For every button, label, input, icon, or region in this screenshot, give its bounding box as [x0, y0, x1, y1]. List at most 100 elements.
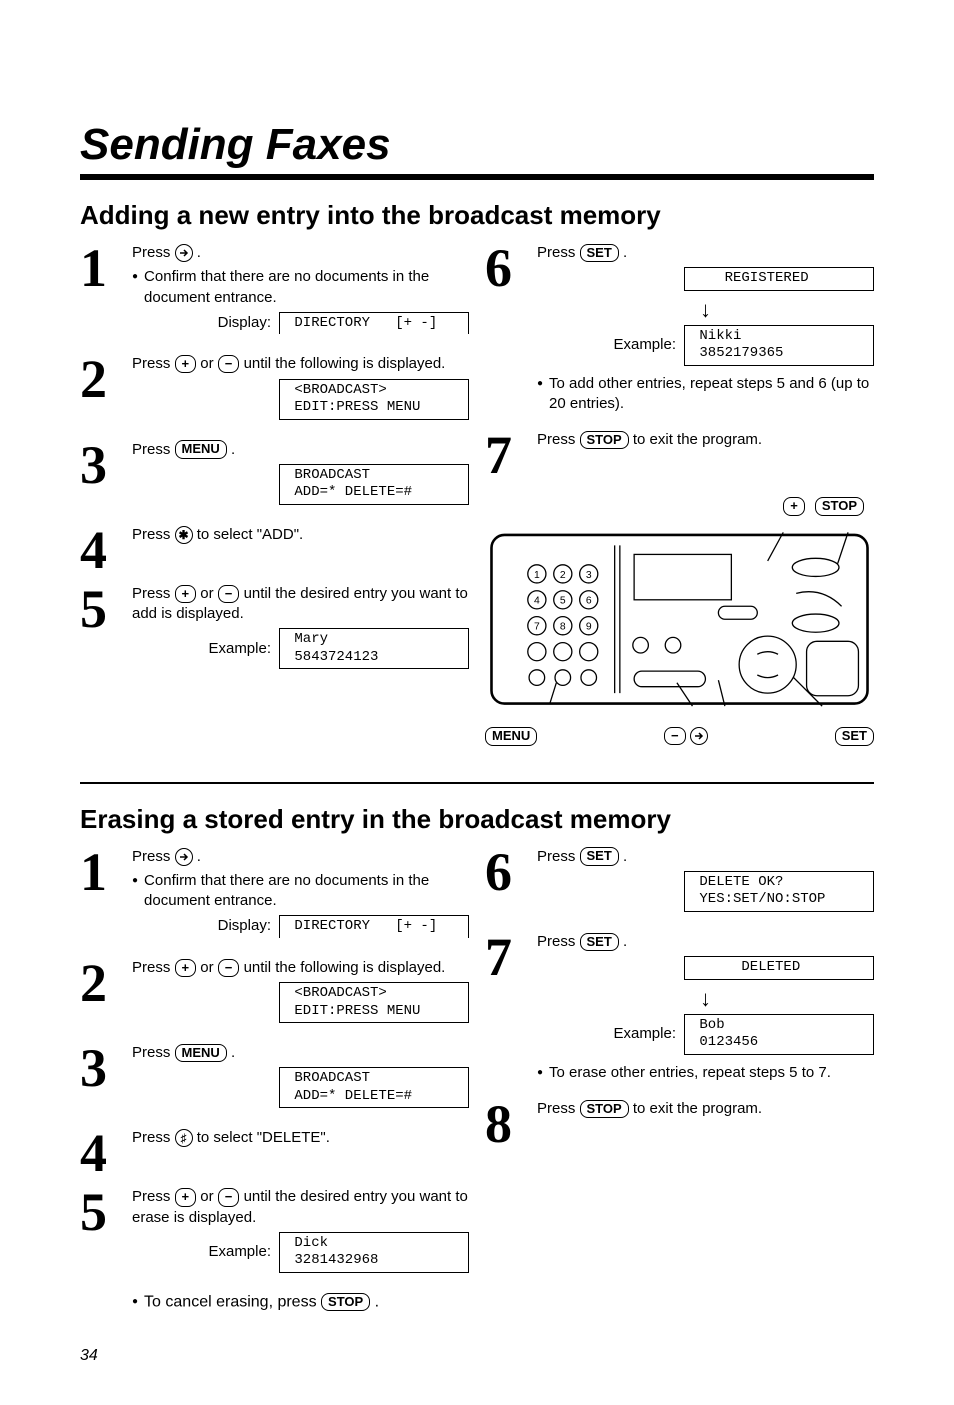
text: Press — [132, 355, 175, 372]
lcd-display: BROADCAST ADD=* DELETE=# — [279, 1067, 469, 1108]
text: or — [200, 1188, 218, 1205]
text: or — [200, 585, 218, 602]
section1-left: 1 Press . Confirm that there are no docu… — [80, 243, 469, 746]
set-key: SET — [580, 847, 619, 865]
text: or — [200, 355, 218, 372]
set-key: SET — [580, 933, 619, 951]
section2-left: 1 Press . Confirm that there are no docu… — [80, 847, 469, 1312]
text: until the following is displayed. — [244, 959, 446, 976]
fax-machine-diagram: + STOP 1 2 3 4 5 6 7 8 — [485, 497, 874, 745]
svg-text:9: 9 — [586, 621, 592, 632]
text: Press — [132, 1188, 175, 1205]
step-8: 8 Press STOP to exit the program. — [485, 1099, 874, 1146]
text: Press — [537, 933, 580, 950]
svg-text:6: 6 — [586, 595, 592, 606]
svg-text:5: 5 — [560, 595, 566, 606]
minus-key: − — [218, 1188, 240, 1206]
lcd-display: Dick 3281432968 — [279, 1232, 469, 1273]
text: . — [375, 1293, 379, 1310]
step-1: 1 Press . Confirm that there are no docu… — [80, 847, 469, 946]
step-num: 4 — [80, 525, 132, 572]
text: To erase other entries, repeat steps 5 t… — [549, 1063, 831, 1083]
star-key: ✱ — [175, 526, 193, 544]
lcd-display: DIRECTORY [+ -] — [279, 915, 469, 938]
text: Press — [132, 1044, 175, 1061]
text: . — [231, 1044, 235, 1061]
section2-columns: 1 Press . Confirm that there are no docu… — [80, 847, 874, 1312]
section1-right: 6 Press SET . REGISTERED ↓ Example: Nikk… — [485, 243, 874, 746]
text: . — [623, 244, 627, 261]
lcd-display: DIRECTORY [+ -] — [279, 312, 469, 335]
step-6: 6 Press SET . REGISTERED ↓ Example: Nikk… — [485, 243, 874, 418]
text: To cancel erasing, press — [144, 1293, 321, 1310]
plus-key: + — [175, 1188, 197, 1206]
lcd-display: Bob 0123456 — [684, 1014, 874, 1055]
down-arrow-icon: ↓ — [537, 988, 874, 1010]
step-num: 5 — [80, 584, 132, 631]
section1-heading: Adding a new entry into the broadcast me… — [80, 200, 874, 231]
text: Press — [132, 585, 175, 602]
text: to select "ADD". — [197, 526, 304, 543]
stop-key: STOP — [580, 1100, 629, 1118]
step-2: 2 Press + or − until the following is di… — [80, 354, 469, 427]
minus-key-label: − — [664, 727, 686, 745]
text: Confirm that there are no documents in t… — [144, 267, 469, 308]
plus-key: + — [175, 959, 197, 977]
step-2: 2 Press + or − until the following is di… — [80, 958, 469, 1031]
step-3: 3 Press MENU . BROADCAST ADD=* DELETE=# — [80, 440, 469, 513]
text: Press — [132, 526, 175, 543]
svg-text:2: 2 — [560, 569, 566, 580]
page-title: Sending Faxes — [80, 120, 874, 170]
display-label: Display: — [218, 313, 271, 333]
text: Confirm that there are no documents in t… — [144, 871, 469, 912]
text: Press — [537, 1100, 580, 1117]
step-num: 7 — [485, 932, 537, 979]
svg-text:4: 4 — [534, 595, 540, 606]
minus-key: − — [218, 585, 240, 603]
step-num: 2 — [80, 958, 132, 1005]
text: Press — [132, 1129, 175, 1146]
step-6: 6 Press SET . DELETE OK? YES:SET/NO:STOP — [485, 847, 874, 920]
text: to select "DELETE". — [197, 1129, 330, 1146]
text: Press — [537, 431, 580, 448]
svg-text:1: 1 — [534, 569, 540, 580]
example-label: Example: — [208, 639, 271, 659]
display-label: Display: — [218, 916, 271, 936]
text: Press — [537, 244, 580, 261]
step-num: 6 — [485, 847, 537, 894]
menu-key-label: MENU — [485, 727, 537, 745]
plus-key-label: + — [783, 497, 805, 515]
text: . — [623, 848, 627, 865]
page-number: 34 — [80, 1347, 874, 1365]
step-4: 4 Press ♯ to select "DELETE". — [80, 1128, 469, 1175]
step-num: 3 — [80, 440, 132, 487]
step-4: 4 Press ✱ to select "ADD". — [80, 525, 469, 572]
text: to exit the program. — [633, 431, 762, 448]
lcd-display: REGISTERED — [684, 267, 874, 291]
step-num: 7 — [485, 430, 537, 477]
fax-machine-icon: 1 2 3 4 5 6 7 8 9 — [485, 522, 874, 717]
step-3: 3 Press MENU . BROADCAST ADD=* DELETE=# — [80, 1043, 469, 1116]
text: To add other entries, repeat steps 5 and… — [549, 374, 874, 415]
section-divider — [80, 782, 874, 784]
example-label: Example: — [613, 1024, 676, 1044]
step-num: 4 — [80, 1128, 132, 1175]
svg-text:7: 7 — [534, 621, 540, 632]
step-num: 6 — [485, 243, 537, 290]
step-7: 7 Press STOP to exit the program. — [485, 430, 874, 477]
text: Press — [132, 848, 175, 865]
stop-key-label: STOP — [815, 497, 864, 515]
stop-key: STOP — [321, 1293, 370, 1311]
stop-key: STOP — [580, 431, 629, 449]
text: until the following is displayed. — [244, 355, 446, 372]
text: . — [623, 933, 627, 950]
section1-columns: 1 Press . Confirm that there are no docu… — [80, 243, 874, 746]
right-arrow-key — [175, 244, 193, 262]
plus-key: + — [175, 355, 197, 373]
step-num: 1 — [80, 847, 132, 894]
example-label: Example: — [208, 1242, 271, 1262]
text: Press — [132, 244, 175, 261]
set-key-label: SET — [835, 727, 874, 745]
lcd-display: DELETED — [684, 956, 874, 980]
svg-text:3: 3 — [586, 569, 592, 580]
